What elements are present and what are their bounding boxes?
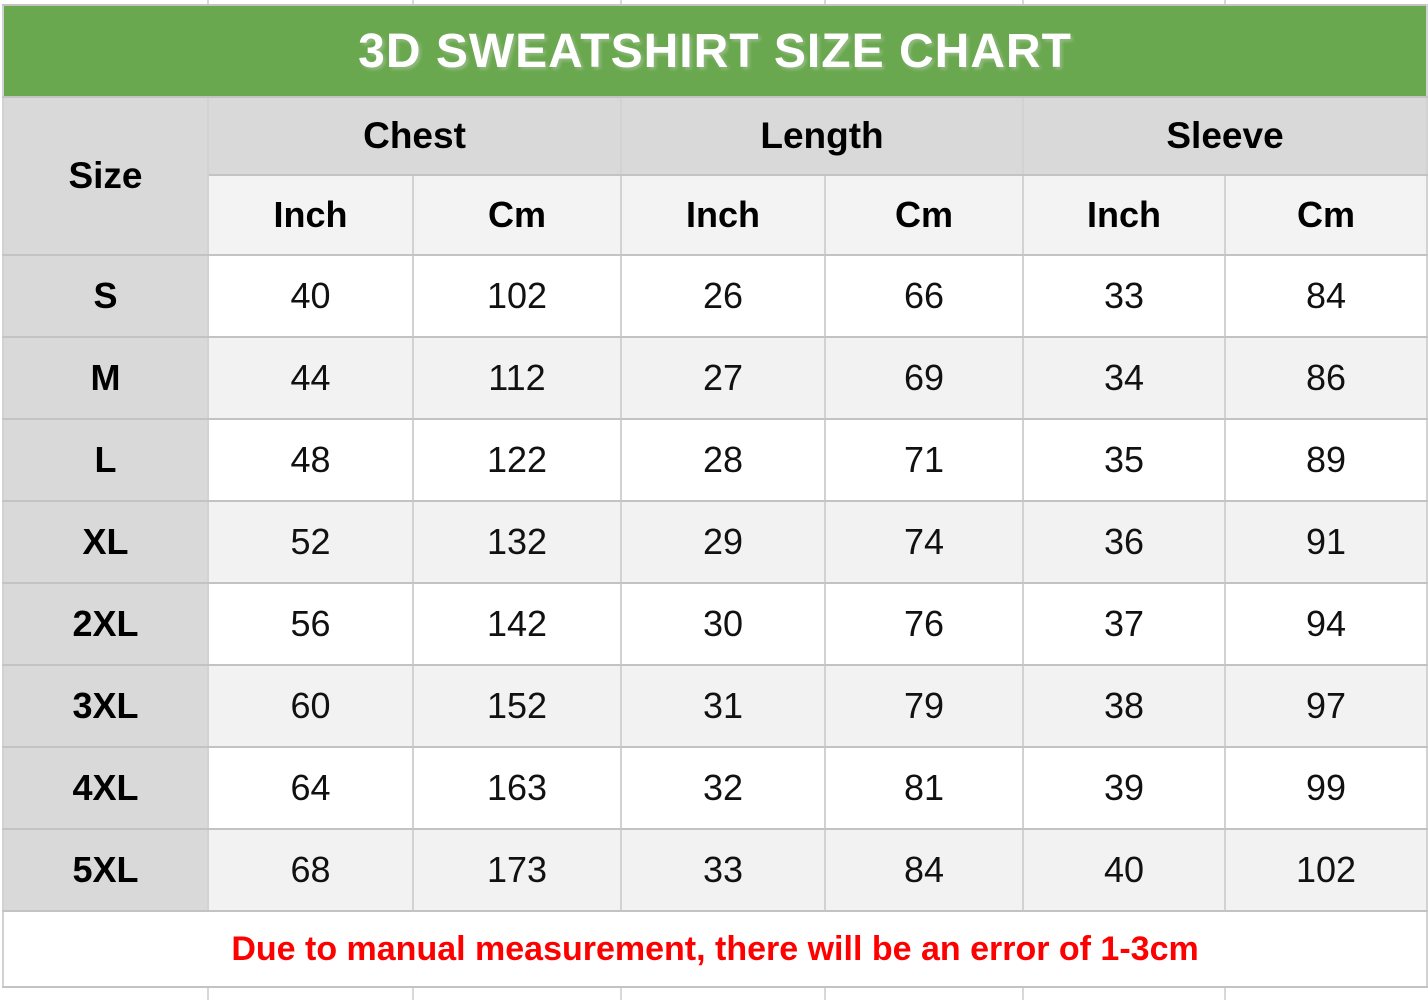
measurement-cell: 56	[207, 582, 414, 666]
disclaimer-row: Due to manual measurement, there will be…	[1, 910, 1428, 988]
measurement-cell: 39	[1022, 746, 1226, 830]
top-gridline-strip	[2, 0, 1426, 4]
measurement-cell: 132	[412, 500, 622, 584]
grid-tick	[412, 0, 414, 4]
unit-header-sleeve-inch: Inch	[1022, 174, 1226, 256]
measurement-cell: 28	[620, 418, 826, 502]
measurement-cell: 74	[824, 500, 1024, 584]
size-row-label: 3XL	[2, 664, 209, 748]
measurement-cell: 40	[207, 254, 414, 338]
size-row-label: 4XL	[2, 746, 209, 830]
grid-tick	[824, 0, 826, 4]
grid-tick	[412, 988, 414, 1000]
column-group-chest: Chest	[207, 96, 622, 176]
table-row-s: S 40 102 26 66 33 84	[2, 254, 1428, 338]
measurement-cell: 38	[1022, 664, 1226, 748]
measurement-cell: 27	[620, 336, 826, 420]
grid-tick	[1224, 988, 1226, 1000]
size-row-label: 2XL	[2, 582, 209, 666]
unit-header-row: Inch Cm Inch Cm Inch Cm	[3, 174, 1428, 256]
measurement-cell: 102	[1223, 828, 1428, 912]
unit-header-chest-cm: Cm	[412, 174, 622, 256]
grid-tick	[207, 0, 209, 4]
unit-header-sleeve-cm: Cm	[1223, 174, 1428, 256]
size-row-label: L	[2, 418, 209, 502]
chart-title: 3D SWEATSHIRT SIZE CHART	[1, 4, 1428, 98]
unit-header-length-cm: Cm	[824, 174, 1024, 256]
measurement-cell: 37	[1022, 582, 1226, 666]
table-row-m: M 44 112 27 69 34 86	[2, 336, 1428, 420]
measurement-cell: 31	[620, 664, 826, 748]
measurement-cell: 40	[1022, 828, 1226, 912]
size-column-header: Size	[2, 96, 209, 256]
measurement-cell: 97	[1223, 664, 1428, 748]
measurement-cell: 142	[412, 582, 622, 666]
size-row-label: M	[2, 336, 209, 420]
table-row-5xl: 5XL 68 173 33 84 40 102	[2, 828, 1428, 912]
measurement-cell: 52	[207, 500, 414, 584]
measurement-cell: 30	[620, 582, 826, 666]
disclaimer-text: Due to manual measurement, there will be…	[1, 910, 1428, 988]
grid-tick	[207, 988, 209, 1000]
measurement-cell: 71	[824, 418, 1024, 502]
measurement-cell: 122	[412, 418, 622, 502]
measurement-cell: 94	[1223, 582, 1428, 666]
title-bar: 3D SWEATSHIRT SIZE CHART	[1, 4, 1428, 98]
measurement-cell: 66	[824, 254, 1024, 338]
table-row-xl: XL 52 132 29 74 36 91	[2, 500, 1428, 584]
size-row-label: S	[2, 254, 209, 338]
unit-header-length-inch: Inch	[620, 174, 826, 256]
measurement-cell: 44	[207, 336, 414, 420]
grid-tick	[1022, 988, 1024, 1000]
table-row-4xl: 4XL 64 163 32 81 39 99	[2, 746, 1428, 830]
size-row-label: XL	[2, 500, 209, 584]
grid-tick	[1224, 0, 1226, 4]
measurement-cell: 29	[620, 500, 826, 584]
column-group-header-row: Size Chest Length Sleeve	[2, 96, 1428, 256]
measurement-cell: 163	[412, 746, 622, 830]
grid-tick	[1022, 0, 1024, 4]
table-row-2xl: 2XL 56 142 30 76 37 94	[2, 582, 1428, 666]
measurement-cell: 34	[1022, 336, 1226, 420]
measurement-cell: 79	[824, 664, 1024, 748]
measurement-cell: 173	[412, 828, 622, 912]
measurement-cell: 35	[1022, 418, 1226, 502]
measurement-cell: 91	[1223, 500, 1428, 584]
measurement-cell: 33	[1022, 254, 1226, 338]
measurement-cell: 64	[207, 746, 414, 830]
measurement-cell: 89	[1223, 418, 1428, 502]
measurement-cell: 36	[1022, 500, 1226, 584]
measurement-cell: 32	[620, 746, 826, 830]
table-row-3xl: 3XL 60 152 31 79 38 97	[2, 664, 1428, 748]
measurement-cell: 48	[207, 418, 414, 502]
size-row-label: 5XL	[2, 828, 209, 912]
measurement-cell: 112	[412, 336, 622, 420]
measurement-cell: 99	[1223, 746, 1428, 830]
measurement-cell: 60	[207, 664, 414, 748]
column-group-length: Length	[620, 96, 1024, 176]
measurement-cell: 33	[620, 828, 826, 912]
measurement-cell: 68	[207, 828, 414, 912]
measurement-cell: 26	[620, 254, 826, 338]
unit-header-chest-inch: Inch	[207, 174, 414, 256]
size-chart-table: 3D SWEATSHIRT SIZE CHART Size Chest Leng…	[1, 4, 1428, 988]
measurement-cell: 84	[1223, 254, 1428, 338]
bottom-gridline-strip	[2, 988, 1426, 1000]
measurement-cell: 102	[412, 254, 622, 338]
measurement-cell: 69	[824, 336, 1024, 420]
measurement-cell: 84	[824, 828, 1024, 912]
table-row-l: L 48 122 28 71 35 89	[2, 418, 1428, 502]
measurement-cell: 76	[824, 582, 1024, 666]
column-group-sleeve: Sleeve	[1021, 96, 1428, 176]
grid-tick	[620, 988, 622, 1000]
grid-tick	[620, 0, 622, 4]
measurement-cell: 86	[1223, 336, 1428, 420]
grid-tick	[824, 988, 826, 1000]
measurement-cell: 152	[412, 664, 622, 748]
measurement-cell: 81	[824, 746, 1024, 830]
